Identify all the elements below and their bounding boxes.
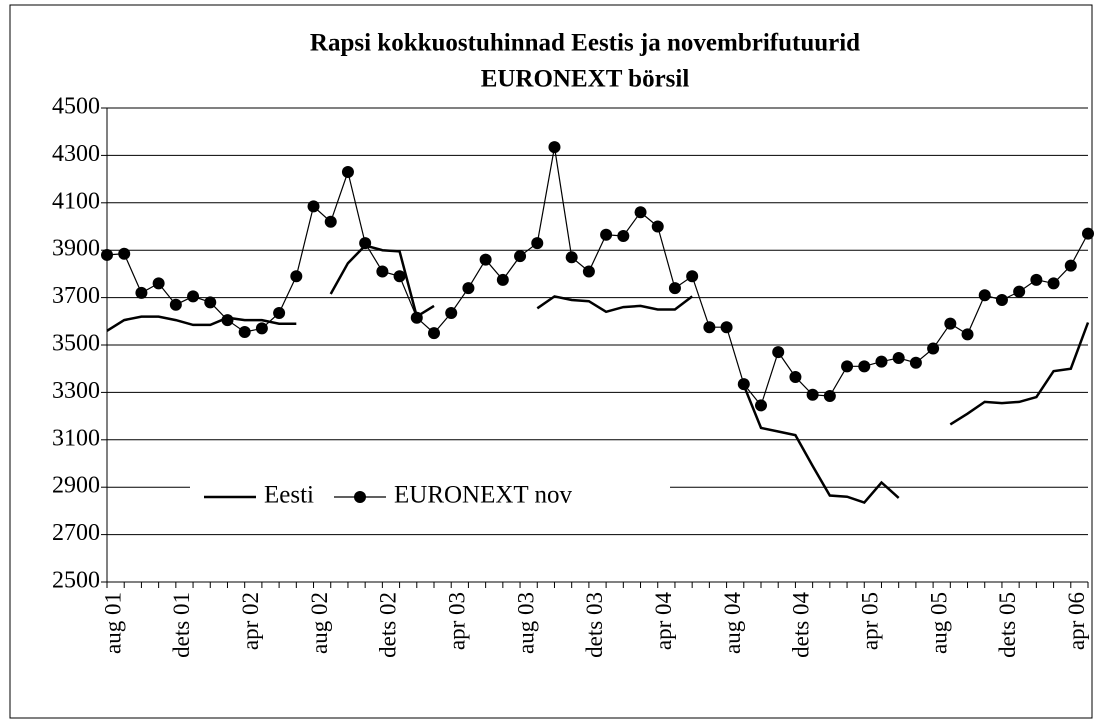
data-point — [582, 265, 595, 278]
legend-marker — [354, 491, 366, 503]
data-point — [944, 317, 957, 330]
data-point — [1030, 273, 1043, 286]
y-tick-label: 2500 — [52, 568, 100, 594]
data-point — [101, 248, 113, 261]
data-point — [600, 228, 613, 241]
series-line — [106, 146, 1089, 407]
data-point — [445, 307, 458, 320]
data-point — [686, 270, 699, 283]
data-point — [1064, 259, 1077, 272]
data-point — [462, 282, 475, 295]
data-point — [875, 355, 888, 368]
data-point — [789, 370, 802, 383]
y-tick-label: 2900 — [52, 473, 100, 499]
data-point — [410, 311, 423, 324]
x-tick-label: apr 04 — [651, 592, 676, 651]
y-tick-label: 3100 — [52, 425, 100, 451]
data-point — [152, 277, 165, 290]
data-point — [703, 321, 716, 334]
data-point — [531, 237, 544, 250]
legend-label: Eesti — [264, 482, 314, 509]
data-point — [376, 265, 389, 278]
data-point — [978, 289, 991, 302]
y-tick-label: 3700 — [52, 283, 100, 309]
y-tick-label: 3500 — [52, 331, 100, 357]
series-line — [106, 244, 1090, 505]
x-tick-label: aug 03 — [513, 592, 538, 654]
data-point — [720, 321, 733, 334]
x-tick-label: dets 03 — [582, 592, 607, 658]
x-tick-label: apr 03 — [444, 592, 469, 650]
data-point — [548, 141, 561, 154]
legend: Eesti EURONEXT nov — [190, 475, 670, 519]
data-point — [565, 251, 578, 264]
x-tick-label: dets 05 — [995, 592, 1020, 658]
data-point — [187, 290, 200, 303]
y-tick-label: 4500 — [52, 94, 100, 120]
y-tick-label: 3300 — [52, 378, 100, 404]
legend-label: EURONEXT nov — [394, 482, 573, 509]
y-tick-label: 4100 — [52, 188, 100, 214]
data-point — [255, 322, 268, 335]
chart-title: Rapsi kokkuostuhinnad Eestis ja novembri… — [310, 30, 860, 57]
x-tick-label: dets 04 — [789, 592, 814, 658]
data-point — [617, 229, 630, 242]
data-point — [221, 314, 234, 327]
x-tick-label: dets 02 — [376, 592, 401, 658]
legend-box — [190, 475, 670, 519]
data-point — [651, 220, 664, 233]
data-point — [668, 282, 681, 295]
data-point — [359, 237, 372, 250]
x-tick-label: apr 02 — [238, 592, 263, 650]
data-point — [393, 270, 406, 283]
data-point — [737, 378, 750, 391]
y-tick-label: 2700 — [52, 520, 100, 546]
data-point — [273, 307, 286, 320]
data-point — [806, 388, 819, 401]
data-point — [858, 360, 871, 373]
data-point — [341, 165, 354, 178]
data-point — [135, 286, 148, 299]
data-point — [118, 247, 131, 260]
x-tick-label: aug 05 — [926, 592, 951, 654]
data-point — [514, 250, 527, 263]
x-tick-label: aug 02 — [307, 592, 332, 654]
data-point — [204, 296, 217, 309]
data-point — [634, 206, 647, 219]
data-point — [892, 352, 905, 365]
data-point — [290, 270, 303, 283]
data-point — [1047, 277, 1060, 290]
data-point — [324, 215, 337, 228]
data-point — [307, 200, 320, 213]
data-point — [479, 253, 492, 266]
data-point — [169, 298, 182, 311]
chart-subtitle: EURONEXT börsil — [481, 66, 690, 93]
x-tick-label: aug 04 — [720, 592, 745, 654]
y-tick-label: 4300 — [52, 141, 100, 167]
x-tick-label: dets 01 — [169, 592, 194, 658]
x-tick-label: apr 05 — [858, 592, 883, 650]
data-point — [995, 293, 1008, 306]
data-point — [841, 360, 854, 373]
x-tick-label: aug 01 — [100, 592, 125, 654]
data-point — [496, 273, 509, 286]
y-tick-label: 3900 — [52, 236, 100, 262]
data-point — [772, 346, 785, 359]
data-point — [1013, 285, 1026, 298]
data-point — [909, 356, 922, 369]
data-point — [961, 328, 974, 341]
data-point — [755, 399, 767, 412]
data-point — [823, 389, 836, 402]
data-point — [927, 342, 940, 355]
data-point — [428, 327, 440, 340]
data-point — [1082, 227, 1094, 240]
x-tick-label: apr 06 — [1064, 592, 1089, 650]
data-point — [238, 325, 251, 338]
